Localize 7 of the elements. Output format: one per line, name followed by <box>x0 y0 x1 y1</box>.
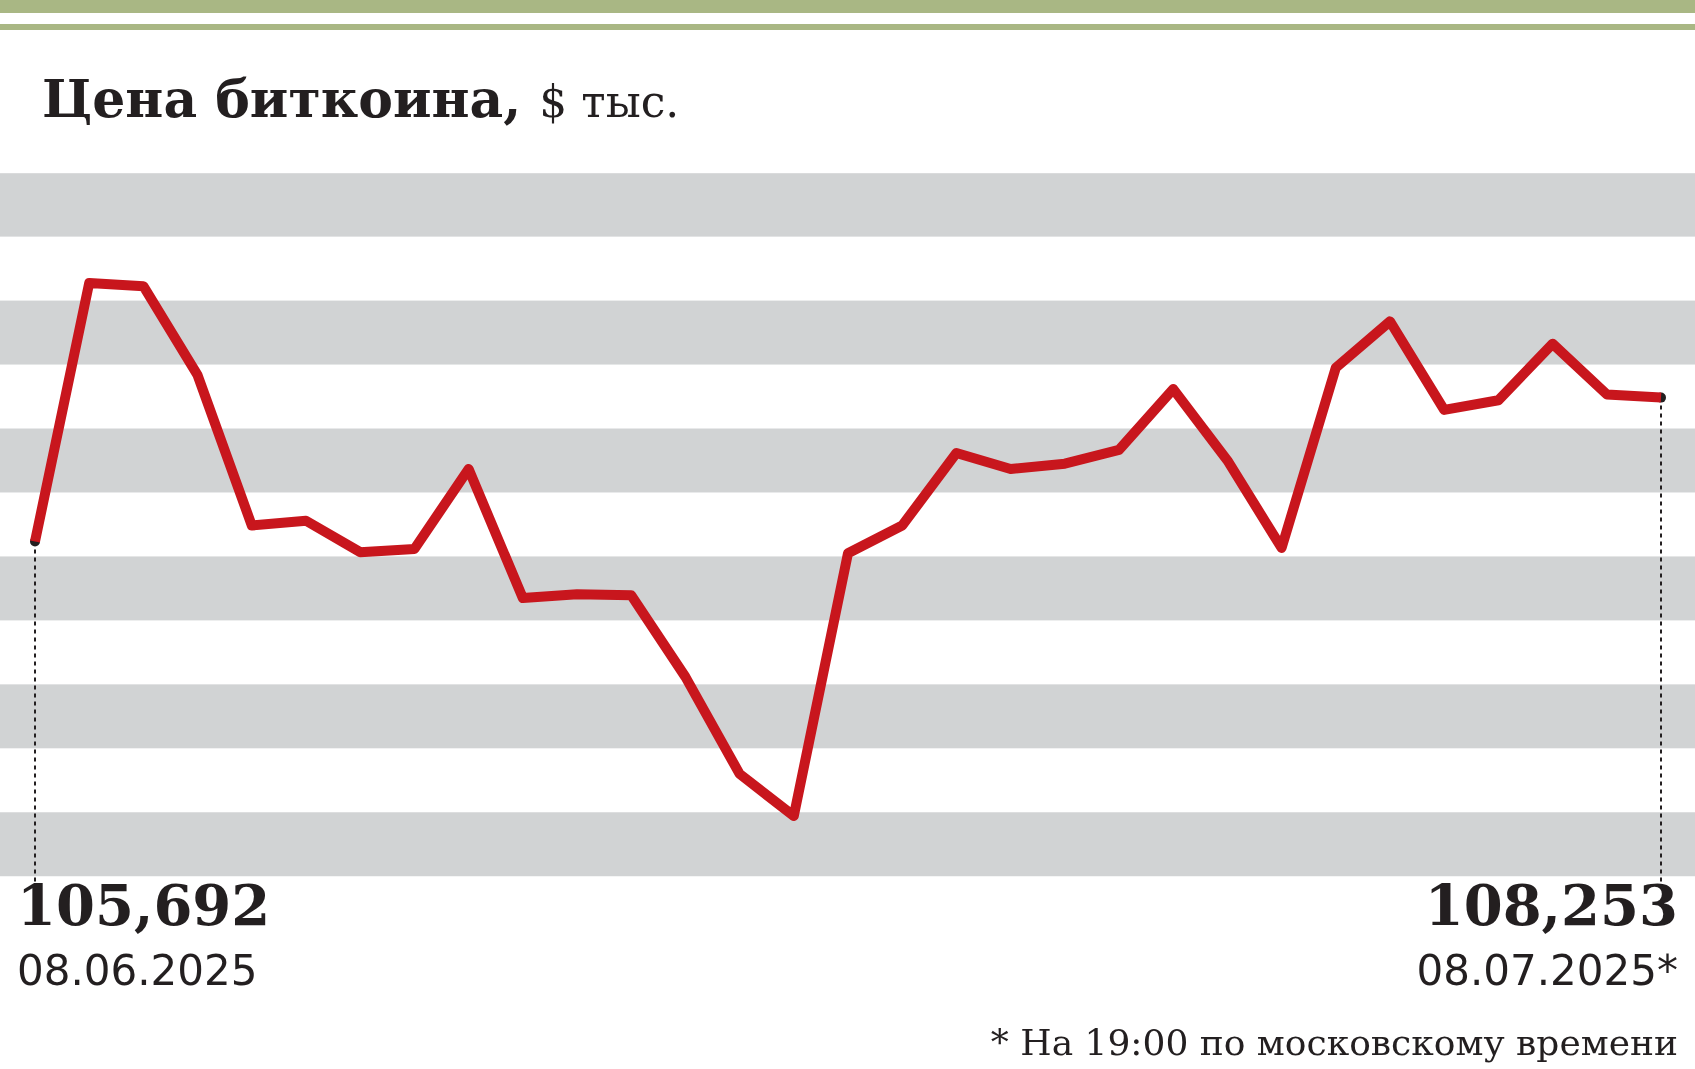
text: 108,253 <box>1424 872 1678 938</box>
text: * На 19:00 по московскому времени <box>990 1022 1678 1063</box>
text: 08.06.2025 <box>17 946 258 995</box>
text: 08.07.2025* <box>1416 946 1678 995</box>
chart-subtitle: $ тыс. <box>539 76 680 127</box>
chart-title: Цена биткоина, <box>42 68 522 129</box>
text: 105,692 <box>17 872 271 938</box>
